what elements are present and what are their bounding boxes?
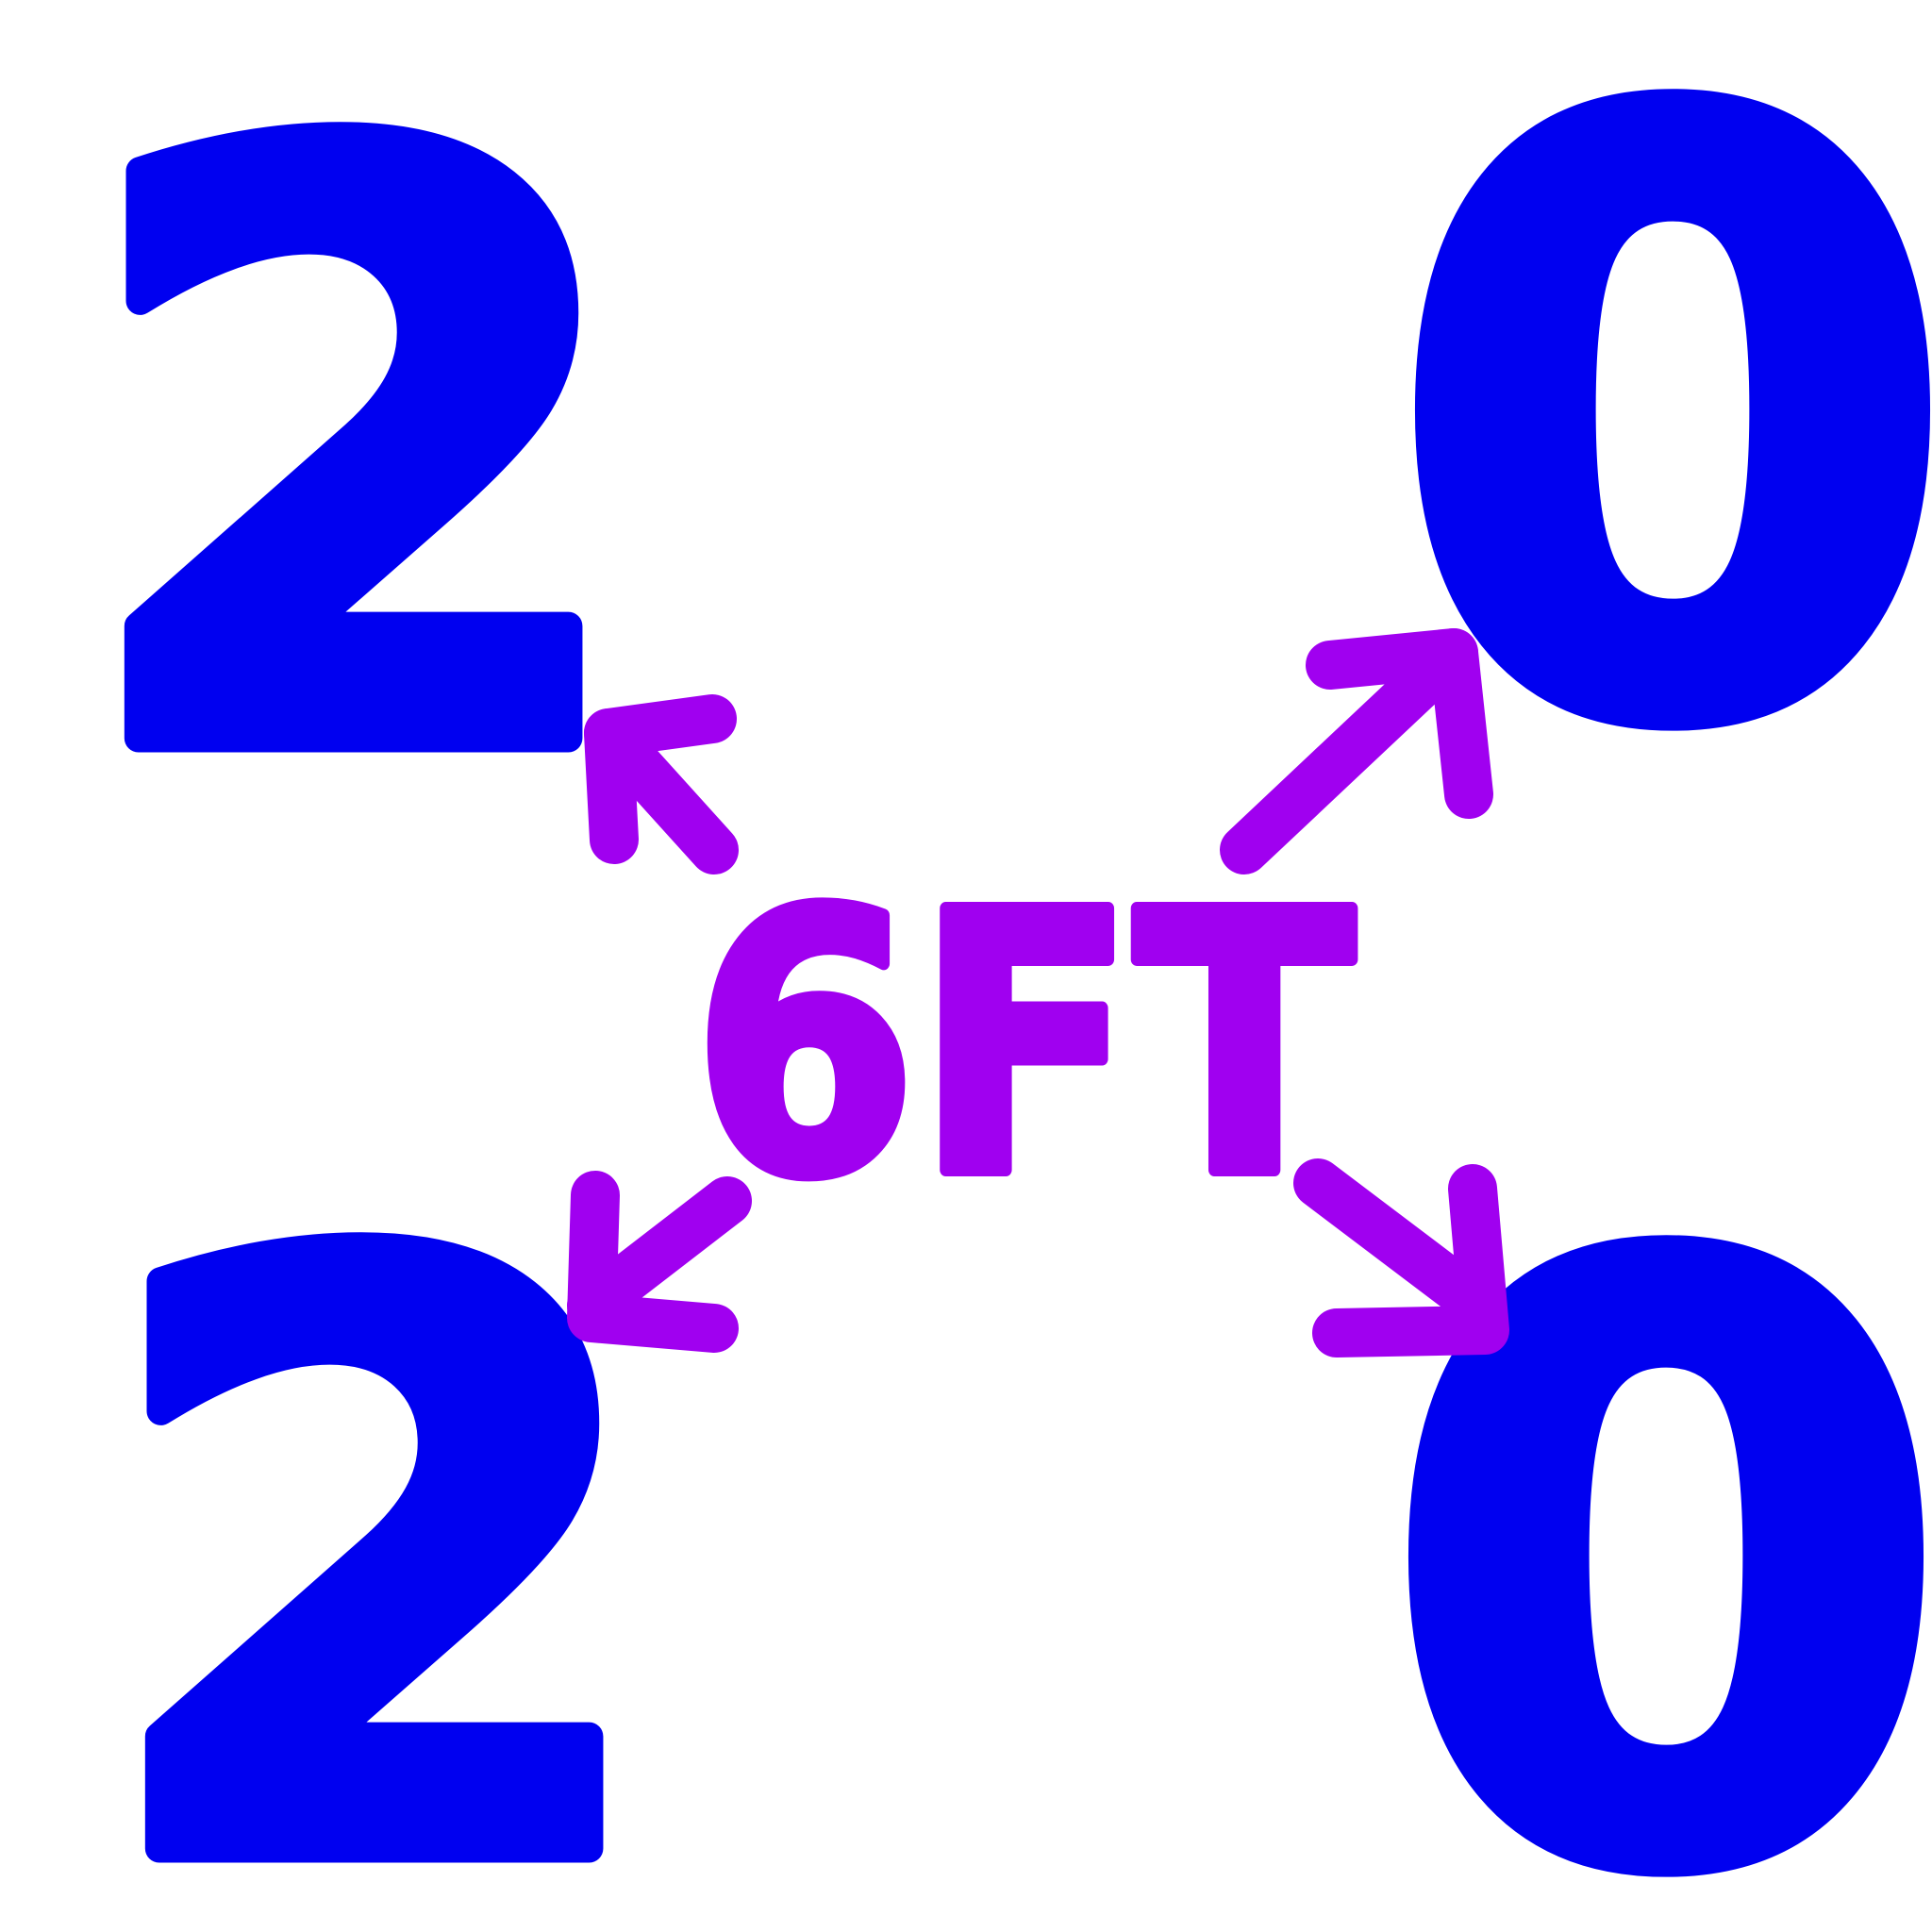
arrow-bottom-right	[1293, 1158, 1509, 1357]
arrow-top-left	[584, 694, 739, 874]
distance-label: 6FT	[693, 837, 1356, 1255]
arrow-head	[1312, 1164, 1509, 1357]
digit-top-left: 2	[75, 0, 639, 930]
arrow-head	[1306, 628, 1493, 819]
digit-bottom-right: 0	[1384, 1099, 1932, 1932]
arrow-head	[567, 1171, 739, 1353]
arrow-shaft	[1220, 628, 1478, 874]
arrow-head	[584, 694, 737, 864]
arrow-bottom-left	[567, 1171, 752, 1353]
arrow-shaft	[1293, 1158, 1497, 1324]
arrow-top-right	[1220, 628, 1493, 874]
